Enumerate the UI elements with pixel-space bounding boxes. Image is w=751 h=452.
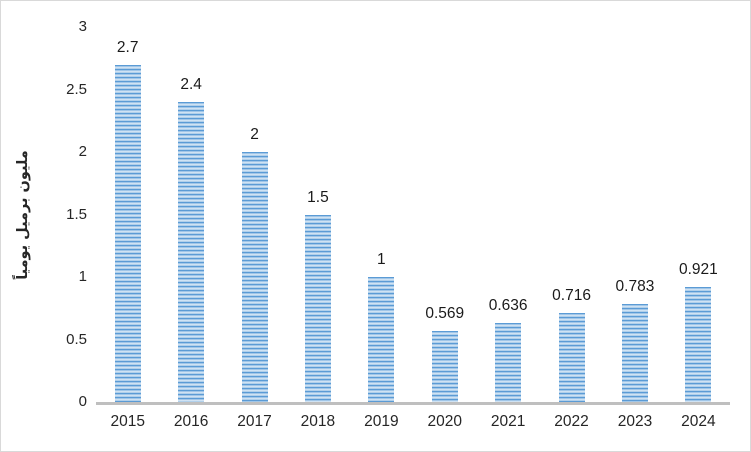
- bar: [304, 214, 331, 402]
- bar: [558, 312, 585, 402]
- bar-value-label: 2.7: [116, 38, 139, 56]
- x-tick-label: 2018: [300, 413, 336, 430]
- bar-value-label: 0.636: [488, 296, 528, 314]
- x-tick-label: 2021: [490, 413, 526, 430]
- y-tick-label: 0.5: [66, 330, 87, 348]
- bar: [178, 102, 205, 402]
- bar-value-label: 2: [250, 126, 259, 143]
- bar-slot: 0.921: [667, 27, 730, 402]
- bar-value-label: 1.5: [307, 188, 329, 206]
- bar-value-label: 0.921: [678, 260, 718, 278]
- y-tick-label: 1: [78, 268, 87, 285]
- y-tick-label: 2: [78, 143, 87, 160]
- bar-value-label: 1: [377, 251, 386, 268]
- bar-slot: 0.716: [540, 27, 603, 402]
- x-axis-line: [96, 402, 730, 405]
- bar-value-label: 0.716: [552, 286, 591, 304]
- x-tick-label: 2017: [237, 413, 272, 430]
- x-tick-label: 2016: [173, 413, 209, 430]
- y-tick-label: 1.5: [66, 205, 87, 223]
- x-tick-label: 2020: [427, 413, 462, 430]
- bar-slot: 0.569: [413, 27, 476, 402]
- bar: [495, 322, 522, 402]
- x-tick-label: 2023: [617, 413, 653, 430]
- bar: [685, 286, 712, 402]
- y-tick-label: 3: [78, 18, 87, 35]
- bar-value-label: 0.569: [425, 304, 465, 322]
- bar-slot: 0.636: [476, 27, 539, 402]
- bar-slot: 0.783: [603, 27, 666, 402]
- x-tick-label: 2019: [364, 413, 399, 430]
- bar-value-label: 0.783: [615, 278, 655, 296]
- bar-value-label: 2.4: [180, 76, 202, 93]
- bar-slot: 2: [223, 27, 286, 402]
- bar-slot: 1: [350, 27, 413, 402]
- x-axis-tick-labels: 2015 2016 2017 2018 2019 2020 2021 2022 2023 2024: [96, 413, 730, 431]
- x-tick-label: 2015: [110, 413, 145, 430]
- x-tick-label: 2022: [554, 413, 589, 430]
- bar-slot: 2.4: [159, 27, 222, 402]
- bar: [368, 277, 395, 402]
- y-tick-label: 0: [78, 393, 87, 410]
- bar: [114, 64, 141, 402]
- bar: [431, 330, 458, 402]
- bar: [621, 304, 648, 402]
- y-tick-label: 2.5: [66, 80, 87, 98]
- plot-area: 2.7 2.4 2 1.5 1 0.569 0.636 0.716 0.783 0.921: [96, 27, 730, 402]
- bar-slot: 1.5: [286, 27, 349, 402]
- x-tick-label: 2024: [681, 413, 716, 430]
- bar-slot: 2.7: [96, 27, 159, 402]
- bar: [241, 152, 268, 402]
